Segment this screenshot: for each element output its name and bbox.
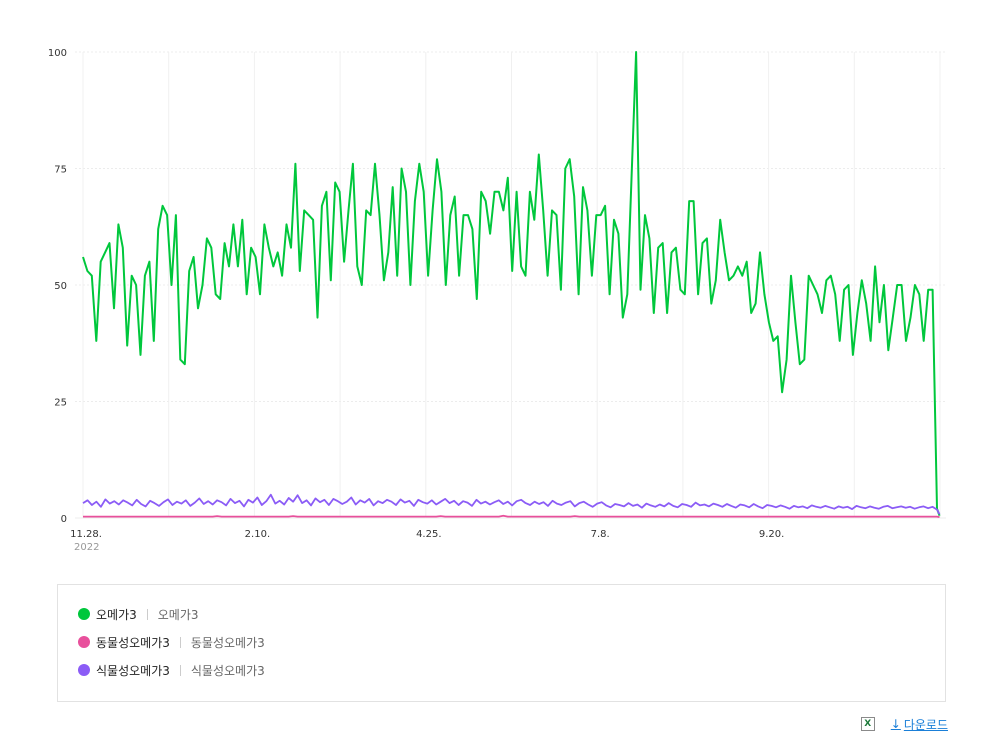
y-tick-label: 100 [48,48,67,59]
download-arrow-icon: ↓ [890,717,901,731]
x-tick-label: 9.20. [759,529,784,540]
x-tick-label: 4.25. [416,529,441,540]
legend-dot-plant-omega3 [78,664,90,676]
legend-item-plant-omega3[interactable]: 식물성오메가3 식물성오메가3 [78,661,265,679]
legend: 오메가3 오메가3 동물성오메가3 동물성오메가3 식물성오메가3 식물성오메가… [57,584,946,702]
legend-divider [179,664,181,676]
download-area: X ↓ 다운로드 [860,716,948,733]
x-tick-label: 7.8. [591,529,610,540]
legend-series-name: 식물성오메가3 [96,663,170,678]
legend-series-keyword: 오메가3 [157,607,199,622]
x-tick-label: 2.10. [245,529,270,540]
legend-dot-omega3 [78,608,90,620]
trend-line-chart: 100 75 50 25 0 2022 11.28. 2.10. 4.25. 7.8. 9.20… [48,48,946,553]
legend-series-keyword: 식물성오메가3 [190,663,265,678]
x-axis: 2022 11.28. 2.10. 4.25. 7.8. 9.20. [70,529,784,553]
x-axis-year-label: 2022 [74,542,99,553]
download-label: 다운로드 [903,717,948,732]
series-line-1 [82,51,941,517]
x-tick-label: 11.28. [70,529,102,540]
y-axis: 100 75 50 25 0 [48,48,67,525]
series-line-2 [83,514,940,518]
y-tick-label: 25 [54,398,67,409]
y-tick-label: 50 [54,281,67,292]
legend-series-name: 오메가3 [96,607,137,622]
chart-grid [75,51,946,519]
y-tick-label: 75 [54,165,67,176]
legend-divider [179,636,181,648]
legend-dot-animal-omega3 [78,636,90,648]
legend-divider [146,608,148,620]
excel-icon[interactable]: X [860,717,875,731]
legend-series-keyword: 동물성오메가3 [190,635,265,650]
legend-item-animal-omega3[interactable]: 동물성오메가3 동물성오메가3 [78,633,265,651]
series-line-3 [82,493,941,515]
download-link[interactable]: ↓ 다운로드 [891,716,948,733]
legend-series-name: 동물성오메가3 [96,635,170,650]
legend-item-omega3[interactable]: 오메가3 오메가3 [78,605,199,623]
series-lines [82,51,941,518]
y-tick-label: 0 [61,514,67,525]
